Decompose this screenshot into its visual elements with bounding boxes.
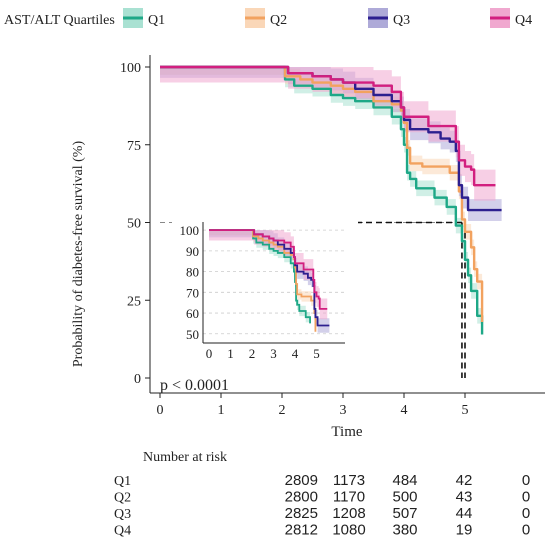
legend-label: Q1 [148, 13, 165, 28]
curve-q1 [160, 65, 484, 335]
inset-x-tick-label: 5 [313, 346, 320, 361]
risk-row-q4: Q4 2812 1080 380 19 0 [114, 522, 530, 539]
legend-label: Q4 [515, 13, 532, 28]
y-axis-label: Probability of diabetes-free survival (%… [71, 141, 86, 368]
inset-y-tick-label: 80 [186, 265, 199, 280]
x-axis-label: Time [331, 424, 362, 440]
curve-q2 [160, 65, 484, 323]
risk-cell: 44 [456, 505, 473, 522]
risk-row-q1: Q1 2809 1173 484 42 0 [114, 472, 530, 489]
risk-row-label: Q2 [114, 491, 131, 506]
risk-row-q2: Q2 2800 1170 500 43 0 [114, 489, 530, 506]
risk-cell: 1170 [333, 489, 365, 506]
risk-row-label: Q3 [114, 507, 131, 522]
legend-item-q4: Q4 [490, 8, 532, 28]
risk-cell: 0 [522, 472, 530, 489]
risk-cell: 0 [522, 489, 530, 506]
inset-curve-q4 [209, 229, 328, 310]
ci-band-q1 [160, 67, 483, 343]
inset-y-tick-label: 90 [186, 244, 199, 259]
risk-cell: 484 [392, 472, 417, 489]
y-tick-label: 75 [127, 139, 141, 154]
risk-cell: 1208 [332, 505, 365, 522]
risk-table-title: Number at risk [143, 450, 227, 465]
risk-row-label: Q4 [114, 524, 131, 539]
y-tick-label: 50 [127, 217, 141, 232]
inset-ci-band-q4 [209, 230, 328, 320]
x-tick-label: 0 [157, 403, 164, 418]
legend: AST/ALT Quartiles Q1 Q2 Q3 Q4 [4, 8, 532, 28]
risk-cell: 43 [456, 489, 473, 506]
x-tick-label: 5 [462, 403, 469, 418]
risk-table: Number at risk Q1 2809 1173 484 42 0 Q2 2800 117… [114, 450, 530, 539]
inset-x-tick-label: 2 [249, 346, 256, 361]
inset-y-tick-label: 100 [180, 223, 200, 238]
risk-cell: 0 [522, 505, 530, 522]
x-tick-label: 4 [401, 403, 408, 418]
y-tick-label: 0 [134, 372, 141, 387]
risk-cell: 1173 [333, 472, 365, 489]
risk-row-label: Q1 [114, 474, 131, 489]
risk-cell: 2825 [285, 505, 318, 522]
ci-band-q4 [160, 67, 496, 201]
inset-y-tick-label: 60 [186, 306, 199, 321]
legend-title: AST/ALT Quartiles [4, 13, 115, 28]
risk-cell: 19 [456, 522, 473, 539]
x-tick-label: 3 [340, 403, 347, 418]
risk-cell: 500 [392, 489, 417, 506]
risk-cell: 42 [456, 472, 473, 489]
inset-x-tick-label: 3 [270, 346, 277, 361]
risk-cell: 0 [522, 522, 530, 539]
inset-y-tick-label: 50 [186, 327, 199, 342]
inset-x-tick-label: 1 [227, 346, 234, 361]
risk-cell: 1080 [332, 522, 365, 539]
risk-row-q3: Q3 2825 1208 507 44 0 [114, 505, 530, 522]
inset-curve-q2 [209, 229, 317, 332]
y-tick-label: 100 [120, 61, 141, 76]
risk-cell: 507 [392, 505, 417, 522]
x-tick-label: 2 [279, 403, 286, 418]
inset-plot: 50 60 70 80 90 100 0 1 2 3 4 5 [172, 218, 358, 361]
legend-label: Q3 [393, 13, 410, 28]
legend-item-q3: Q3 [368, 8, 410, 28]
y-tick-label: 25 [127, 294, 141, 309]
inset-y-tick-label: 70 [186, 285, 199, 300]
risk-cell: 2812 [285, 522, 318, 539]
x-tick-label: 1 [218, 403, 225, 418]
legend-item-q2: Q2 [245, 8, 287, 28]
risk-cell: 2800 [285, 489, 318, 506]
inset-x-tick-label: 4 [292, 346, 299, 361]
inset-x-tick-label: 0 [206, 346, 213, 361]
legend-item-q1: Q1 [123, 8, 165, 28]
inset-curve-q1 [209, 229, 311, 324]
legend-label: Q2 [270, 13, 287, 28]
risk-cell: 2809 [285, 472, 318, 489]
curve-q4 [160, 65, 496, 187]
risk-cell: 380 [392, 522, 417, 539]
p-value-annotation: p < 0.0001 [160, 377, 229, 394]
